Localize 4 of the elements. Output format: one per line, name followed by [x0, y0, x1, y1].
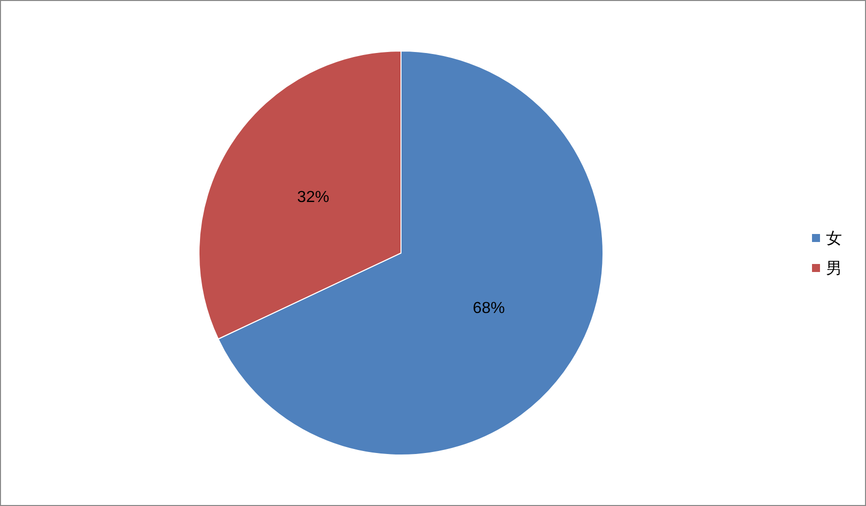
data-label: 32%: [297, 188, 330, 206]
data-label: 68%: [472, 300, 505, 318]
legend-label: 女: [826, 228, 842, 248]
legend-label: 男: [826, 258, 842, 278]
